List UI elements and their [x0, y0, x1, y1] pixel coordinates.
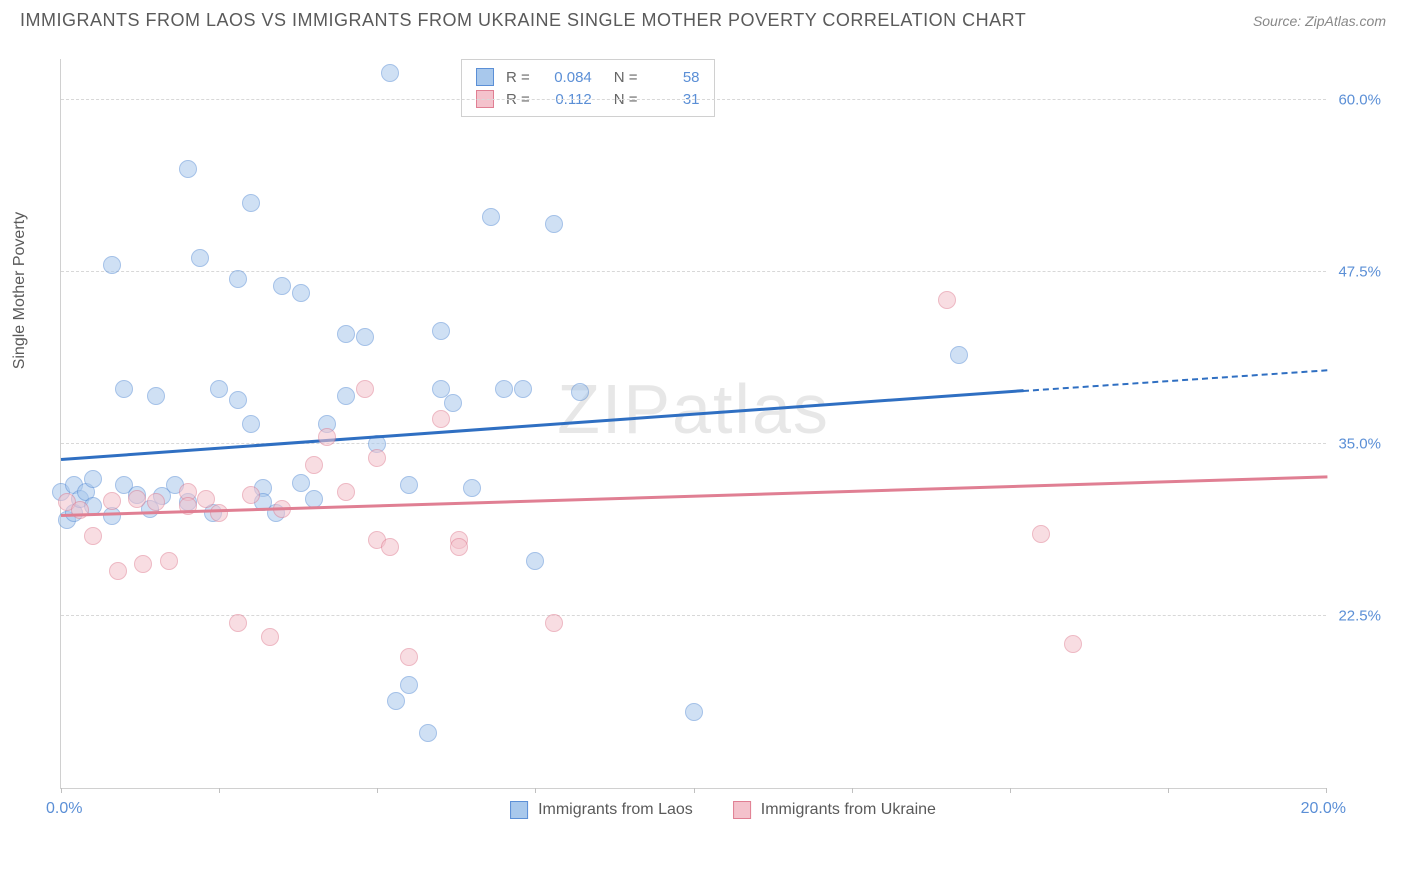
legend-swatch	[476, 68, 494, 86]
data-point	[337, 483, 355, 501]
data-point	[229, 270, 247, 288]
y-axis-tick-label: 22.5%	[1338, 608, 1381, 625]
data-point	[229, 391, 247, 409]
source-attribution: Source: ZipAtlas.com	[1253, 13, 1386, 29]
data-point	[400, 476, 418, 494]
data-point	[685, 703, 703, 721]
data-point	[103, 492, 121, 510]
data-point	[292, 284, 310, 302]
data-point	[261, 628, 279, 646]
x-axis-tick	[377, 788, 378, 793]
data-point	[432, 410, 450, 428]
data-point	[318, 428, 336, 446]
data-point	[115, 380, 133, 398]
data-point	[210, 380, 228, 398]
data-point	[210, 504, 228, 522]
data-point	[400, 676, 418, 694]
data-point	[482, 208, 500, 226]
y-axis-tick-label: 60.0%	[1338, 92, 1381, 109]
legend-n-label: N =	[614, 69, 638, 86]
legend-series-item: Immigrants from Laos	[510, 801, 693, 819]
legend-series-item: Immigrants from Ukraine	[733, 801, 936, 819]
data-point	[147, 387, 165, 405]
data-point	[356, 380, 374, 398]
data-point	[109, 562, 127, 580]
trend-line	[1023, 369, 1327, 392]
data-point	[387, 692, 405, 710]
data-point	[356, 328, 374, 346]
data-point	[571, 383, 589, 401]
data-point	[160, 552, 178, 570]
data-point	[305, 456, 323, 474]
data-point	[84, 527, 102, 545]
data-point	[292, 474, 310, 492]
data-point	[432, 322, 450, 340]
data-point	[514, 380, 532, 398]
plot-area: ZIPatlas R =0.084N =58R =0.112N =31 0.0%…	[60, 59, 1326, 789]
legend-n-value: 58	[650, 69, 700, 86]
legend-stat-row: R = 0.084 N = 58	[476, 66, 700, 88]
data-point	[134, 555, 152, 573]
data-point	[128, 490, 146, 508]
data-point	[103, 256, 121, 274]
data-point	[368, 449, 386, 467]
data-point	[463, 479, 481, 497]
data-point	[950, 346, 968, 364]
x-axis-min-label: 0.0%	[46, 800, 82, 818]
legend-series-label: Immigrants from Ukraine	[761, 801, 936, 819]
data-point	[337, 325, 355, 343]
x-axis-tick	[1168, 788, 1169, 793]
data-point	[495, 380, 513, 398]
data-point	[526, 552, 544, 570]
data-point	[444, 394, 462, 412]
gridline: 47.5%	[61, 271, 1326, 272]
legend-r-label: R =	[506, 69, 530, 86]
data-point	[337, 387, 355, 405]
watermark: ZIPatlas	[557, 369, 830, 449]
data-point	[400, 648, 418, 666]
x-axis-tick	[61, 788, 62, 793]
legend-r-value: 0.084	[542, 69, 592, 86]
y-axis-tick-label: 35.0%	[1338, 436, 1381, 453]
chart-title: IMMIGRANTS FROM LAOS VS IMMIGRANTS FROM …	[20, 10, 1026, 31]
y-axis-title: Single Mother Poverty	[11, 212, 29, 369]
data-point	[381, 538, 399, 556]
gridline: 22.5%	[61, 615, 1326, 616]
data-point	[273, 277, 291, 295]
data-point	[71, 501, 89, 519]
data-point	[545, 215, 563, 233]
legend-swatch	[733, 801, 751, 819]
correlation-legend: R =0.084N =58R =0.112N =31	[461, 59, 715, 117]
data-point	[242, 194, 260, 212]
y-axis-tick-label: 47.5%	[1338, 264, 1381, 281]
data-point	[938, 291, 956, 309]
x-axis-tick	[852, 788, 853, 793]
data-point	[242, 415, 260, 433]
trend-line	[61, 390, 1023, 461]
series-legend: Immigrants from Laos Immigrants from Ukra…	[510, 801, 936, 819]
data-point	[381, 64, 399, 82]
data-point	[1064, 635, 1082, 653]
x-axis-max-label: 20.0%	[1301, 800, 1346, 818]
data-point	[242, 486, 260, 504]
legend-series-label: Immigrants from Laos	[538, 801, 693, 819]
data-point	[147, 493, 165, 511]
legend-swatch	[510, 801, 528, 819]
x-axis-tick	[535, 788, 536, 793]
x-axis-tick	[1010, 788, 1011, 793]
data-point	[450, 538, 468, 556]
x-axis-tick	[694, 788, 695, 793]
data-point	[229, 614, 247, 632]
data-point	[191, 249, 209, 267]
data-point	[1032, 525, 1050, 543]
gridline: 60.0%	[61, 99, 1326, 100]
data-point	[179, 160, 197, 178]
chart-container: Single Mother Poverty ZIPatlas R =0.084N…	[60, 39, 1386, 839]
x-axis-tick	[1326, 788, 1327, 793]
data-point	[84, 470, 102, 488]
x-axis-tick	[219, 788, 220, 793]
data-point	[545, 614, 563, 632]
data-point	[419, 724, 437, 742]
